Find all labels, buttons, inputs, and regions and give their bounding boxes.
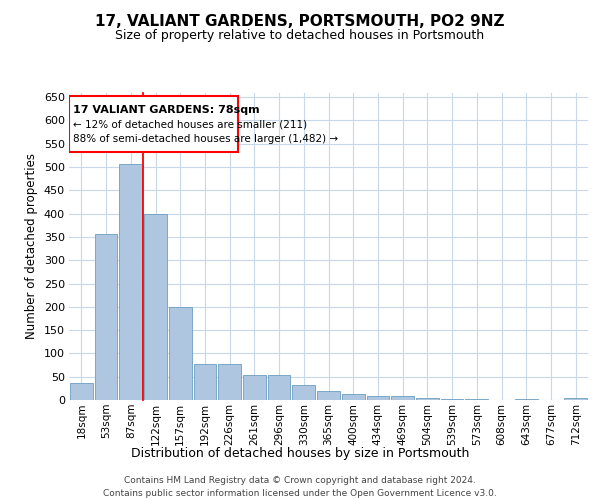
Bar xyxy=(70,383,93,400)
Bar xyxy=(367,396,389,400)
Bar xyxy=(243,376,266,400)
Text: 17, VALIANT GARDENS, PORTSMOUTH, PO2 9NZ: 17, VALIANT GARDENS, PORTSMOUTH, PO2 9NZ xyxy=(95,14,505,29)
Bar xyxy=(70,96,238,152)
Bar xyxy=(169,307,191,400)
Bar xyxy=(441,398,463,400)
Bar xyxy=(268,376,290,400)
Bar xyxy=(564,398,587,400)
Text: 88% of semi-detached houses are larger (1,482) →: 88% of semi-detached houses are larger (… xyxy=(73,134,338,144)
Text: 17 VALIANT GARDENS: 78sqm: 17 VALIANT GARDENS: 78sqm xyxy=(73,104,260,115)
Bar xyxy=(95,234,118,400)
Text: Size of property relative to detached houses in Portsmouth: Size of property relative to detached ho… xyxy=(115,29,485,42)
Bar xyxy=(144,214,167,400)
Bar xyxy=(218,364,241,400)
Text: Contains public sector information licensed under the Open Government Licence v3: Contains public sector information licen… xyxy=(103,489,497,498)
Bar xyxy=(416,398,439,400)
Bar xyxy=(342,394,365,400)
Bar xyxy=(292,384,315,400)
Bar xyxy=(194,364,216,400)
Text: ← 12% of detached houses are smaller (211): ← 12% of detached houses are smaller (21… xyxy=(73,120,307,130)
Bar xyxy=(119,164,142,400)
Y-axis label: Number of detached properties: Number of detached properties xyxy=(25,153,38,339)
Bar xyxy=(466,398,488,400)
Bar xyxy=(391,396,414,400)
Text: Contains HM Land Registry data © Crown copyright and database right 2024.: Contains HM Land Registry data © Crown c… xyxy=(124,476,476,485)
Text: Distribution of detached houses by size in Portsmouth: Distribution of detached houses by size … xyxy=(131,448,469,460)
Bar xyxy=(515,398,538,400)
Bar xyxy=(317,390,340,400)
